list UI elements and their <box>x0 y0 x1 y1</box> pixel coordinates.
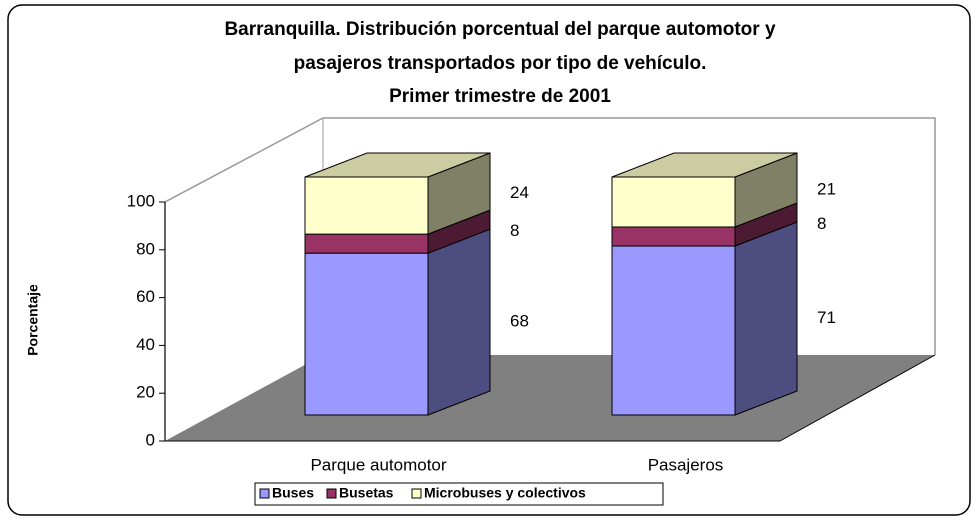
data-label: 68 <box>510 312 529 331</box>
data-label: 8 <box>510 221 519 240</box>
legend <box>254 482 664 506</box>
bar-front <box>304 233 429 254</box>
chart-title: pasajeros transportados por tipo de vehí… <box>294 53 707 74</box>
bar-top <box>611 152 798 178</box>
legend-label: Busetas <box>339 485 394 501</box>
y-tick-label: 80 <box>136 239 155 258</box>
bar-front <box>304 252 429 416</box>
bar-side <box>427 228 491 416</box>
bar-top <box>304 152 491 178</box>
x-tick-label: Parque automotor <box>310 455 446 474</box>
bar-front <box>611 176 736 228</box>
data-label: 24 <box>510 183 529 202</box>
chart-title: Barranquilla. Distribución porcentual de… <box>224 19 776 40</box>
bar-front <box>611 245 736 416</box>
legend-swatch <box>259 488 270 499</box>
data-label: 71 <box>817 308 836 327</box>
y-tick-label: 0 <box>146 430 155 449</box>
bar-front <box>611 226 736 247</box>
x-tick-label: Pasajeros <box>648 455 724 474</box>
legend-swatch <box>411 488 422 499</box>
data-label: 21 <box>817 179 836 198</box>
y-tick-label: 20 <box>136 383 155 402</box>
data-label: 8 <box>817 214 826 233</box>
y-tick-label: 40 <box>136 335 155 354</box>
legend-swatch <box>326 488 337 499</box>
bar-front <box>304 176 429 235</box>
bar-side <box>734 221 798 416</box>
y-tick-label: 60 <box>136 287 155 306</box>
legend-label: Buses <box>272 485 314 501</box>
chart-title: Primer trimestre de 2001 <box>389 86 611 107</box>
legend-label: Microbuses y colectivos <box>424 485 586 501</box>
floor-edge <box>779 354 936 442</box>
y-tick-label: 100 <box>127 191 155 210</box>
y-axis-label: Porcentaje <box>25 284 41 356</box>
